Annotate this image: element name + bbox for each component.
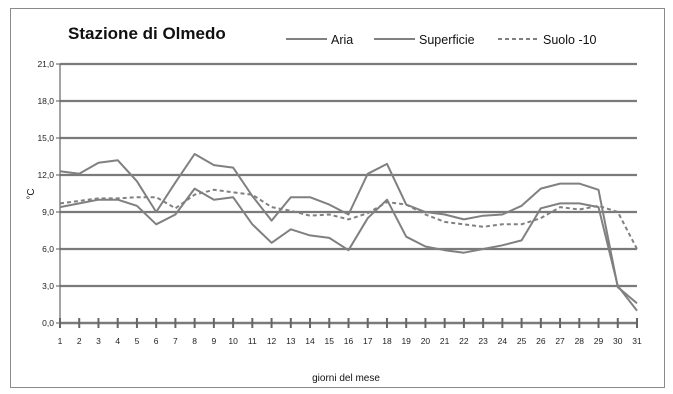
x-tick-label: 24 [498, 336, 508, 346]
x-tick-label: 1 [58, 336, 63, 346]
series-line-suolo-10 [59, 188, 638, 250]
x-tick-label: 29 [594, 336, 604, 346]
gridlines [56, 62, 638, 328]
legend-label: Suolo -10 [543, 33, 597, 47]
x-axis-label: giorni del mese [312, 373, 380, 384]
x-tick-label: 5 [135, 336, 140, 346]
x-tick-label: 4 [115, 336, 120, 346]
x-tick-label: 18 [382, 336, 392, 346]
x-tick-label: 11 [248, 336, 257, 346]
y-tick-label: 12,0 [37, 170, 54, 180]
legend: Aria Superficie Suolo -10 [286, 33, 597, 47]
x-tick-label: 15 [325, 336, 335, 346]
x-tick-label: 6 [154, 336, 159, 346]
x-tick-label: 19 [401, 336, 411, 346]
x-tick-label: 23 [478, 336, 488, 346]
legend-label: Superficie [419, 33, 475, 47]
y-tick-label: 21,0 [37, 59, 54, 69]
x-tick-label: 3 [96, 336, 101, 346]
x-tick-label: 12 [267, 336, 277, 346]
x-tick-label: 28 [575, 336, 585, 346]
x-axis-ticks: 1 2 3 4 5 6 7 8 9 10 11 12 13 14 15 16 17 18 19 20 21 22 23 24 2… [58, 336, 642, 346]
y-tick-label: 6,0 [42, 244, 54, 254]
x-tick-label: 25 [517, 336, 527, 346]
x-tick-label: 20 [421, 336, 431, 346]
x-tick-label: 10 [228, 336, 238, 346]
y-tick-label: 18,0 [37, 96, 54, 106]
x-tick-label: 31 [632, 336, 642, 346]
series-line-aria [59, 187, 638, 312]
y-axis-label: °C [26, 188, 37, 199]
series-line-superficie [59, 153, 638, 305]
legend-label: Aria [331, 33, 353, 47]
x-tick-label: 17 [363, 336, 373, 346]
y-axis-ticks: 0,0 3,0 6,0 9,0 12,0 15,0 18,0 21,0 [37, 59, 54, 328]
y-tick-label: 15,0 [37, 133, 54, 143]
x-tick-label: 9 [211, 336, 216, 346]
x-tick-label: 22 [459, 336, 469, 346]
series-lines [59, 153, 638, 312]
x-tick-label: 26 [536, 336, 546, 346]
x-tick-label: 27 [555, 336, 565, 346]
chart-title: Stazione di Olmedo [68, 24, 226, 43]
x-tick-label: 21 [440, 336, 450, 346]
y-tick-label: 0,0 [42, 318, 54, 328]
x-tick-label: 2 [77, 336, 82, 346]
x-tick-label: 8 [192, 336, 197, 346]
x-tick-label: 13 [286, 336, 296, 346]
y-tick-label: 3,0 [42, 281, 54, 291]
x-tick-label: 30 [613, 336, 623, 346]
y-tick-label: 9,0 [42, 207, 54, 217]
x-tick-label: 7 [173, 336, 178, 346]
x-tick-label: 16 [344, 336, 354, 346]
x-tick-label: 14 [305, 336, 315, 346]
